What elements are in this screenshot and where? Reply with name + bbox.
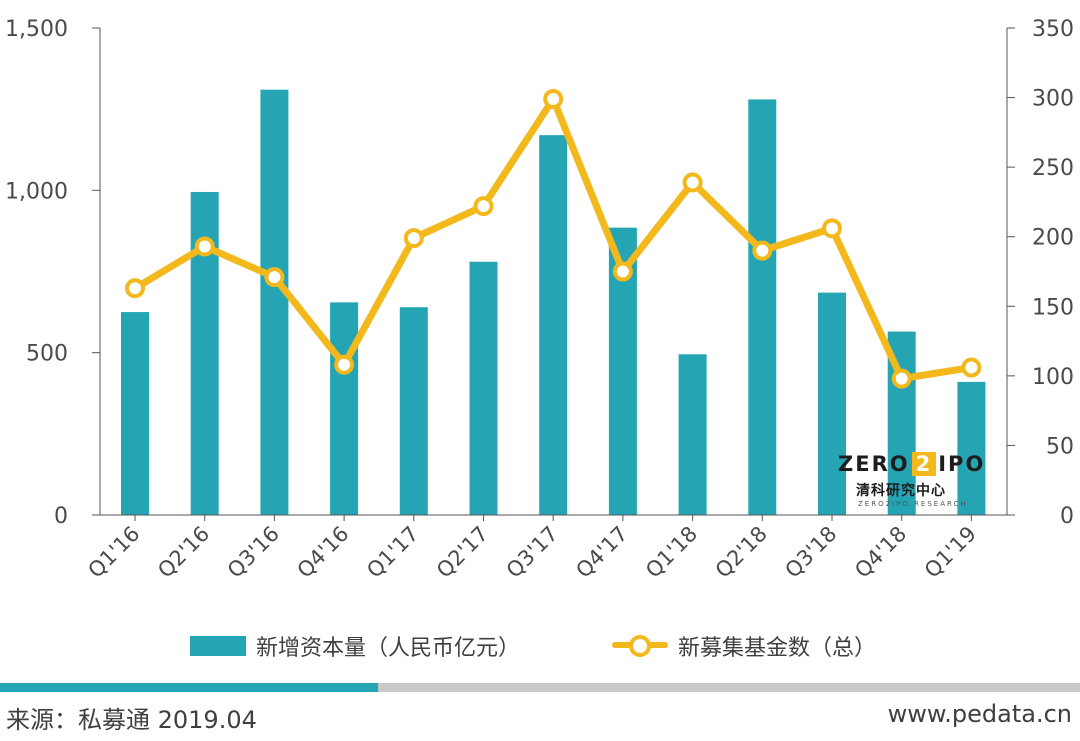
right-tick-label: 0	[1060, 504, 1074, 529]
right-tick-label: 200	[1032, 226, 1074, 251]
bar-Q1'19	[957, 381, 986, 515]
bar-Q3'18	[818, 292, 846, 515]
left-tick-label: 1,000	[5, 179, 68, 204]
divider-accent	[0, 683, 378, 692]
point-Q1'18	[682, 172, 703, 193]
x-tick-label: Q3'17	[502, 522, 563, 583]
point-Q4'16	[334, 354, 355, 375]
zero2ipo-logo: ZERO 2 IPO 清科研究中心 ZERO2IPO RESEARCH	[838, 452, 988, 514]
x-tick-label: Q4'16	[293, 522, 354, 583]
x-tick-label: Q2'17	[432, 522, 493, 583]
bar-Q3'17	[539, 135, 568, 515]
right-tick-label: 350	[1032, 17, 1074, 42]
legend-line-swatch	[612, 634, 668, 658]
x-tick-label: Q3'18	[780, 522, 841, 583]
axes: 0 500 1,000 1,500 0 50 100 150 200 250 300 350	[5, 17, 1074, 529]
point-Q4'17	[612, 261, 633, 282]
point-Q3'16	[264, 267, 285, 288]
right-tick-label: 250	[1032, 156, 1074, 181]
x-tick-label: Q2'16	[153, 522, 214, 583]
bar-Q1'16	[121, 312, 149, 515]
right-tick-label: 300	[1032, 87, 1074, 112]
chart-canvas: 0 500 1,000 1,500 0 50 100 150 200 250 300 350 Q1'1…	[5, 17, 1074, 583]
bar-Q2'17	[469, 261, 498, 515]
bar-Q1'18	[678, 354, 707, 515]
logo-chinese-name: 清科研究中心	[856, 483, 946, 499]
point-Q3'17	[543, 88, 564, 109]
bar-Q4'16	[330, 302, 359, 515]
bar-Q3'16	[260, 89, 289, 515]
right-tick-label: 100	[1032, 365, 1074, 390]
legend-bar-swatch	[190, 636, 246, 656]
legend-item-funds: 新募集基金数（总）	[612, 626, 876, 666]
left-tick-label: 1,500	[5, 17, 68, 42]
right-tick-label: 50	[1046, 434, 1074, 459]
point-Q1'17	[403, 228, 424, 249]
point-Q1'16	[125, 278, 145, 299]
point-Q4'18	[891, 368, 912, 389]
chart-legend: 新增资本量（人民币亿元） 新募集基金数（总）	[0, 626, 1080, 666]
x-tick-label: Q4'18	[850, 522, 911, 583]
legend-item-capital: 新增资本量（人民币亿元）	[190, 626, 520, 666]
logo-wordmark: ZERO 2 IPO	[838, 452, 986, 476]
line-series	[125, 88, 982, 389]
x-tick-label: Q4'17	[571, 522, 632, 583]
point-Q3'18	[822, 218, 842, 239]
point-Q2'17	[473, 196, 494, 217]
bar-Q2'18	[748, 99, 777, 515]
x-tick-label: Q2'18	[711, 522, 772, 583]
x-tick-label: Q1'17	[362, 522, 423, 583]
point-Q2'18	[752, 240, 773, 261]
site-url: www.pedata.cn	[887, 700, 1072, 728]
source-text: 来源：私募通 2019.04	[6, 706, 257, 734]
logo-subtitle: ZERO2IPO RESEARCH	[858, 500, 968, 508]
x-tick-label: Q1'16	[83, 522, 144, 583]
right-tick-label: 150	[1032, 295, 1074, 320]
legend-label-capital: 新增资本量（人民币亿元）	[256, 636, 521, 661]
point-Q1'19	[961, 357, 982, 378]
x-axis-labels: Q1'16 Q2'16 Q3'16 Q4'16 Q1'17 Q2'17 Q3'17 Q4'17…	[83, 515, 981, 583]
divider-rest	[378, 683, 1080, 692]
left-tick-label: 500	[26, 342, 68, 367]
point-Q2'16	[194, 236, 215, 257]
legend-label-funds: 新募集基金数（总）	[678, 636, 877, 661]
bar-Q1'17	[399, 307, 428, 515]
x-tick-label: Q1'19	[920, 522, 981, 583]
x-tick-label: Q3'16	[223, 522, 284, 583]
x-tick-label: Q1'18	[641, 522, 702, 583]
left-tick-label: 0	[54, 504, 68, 529]
